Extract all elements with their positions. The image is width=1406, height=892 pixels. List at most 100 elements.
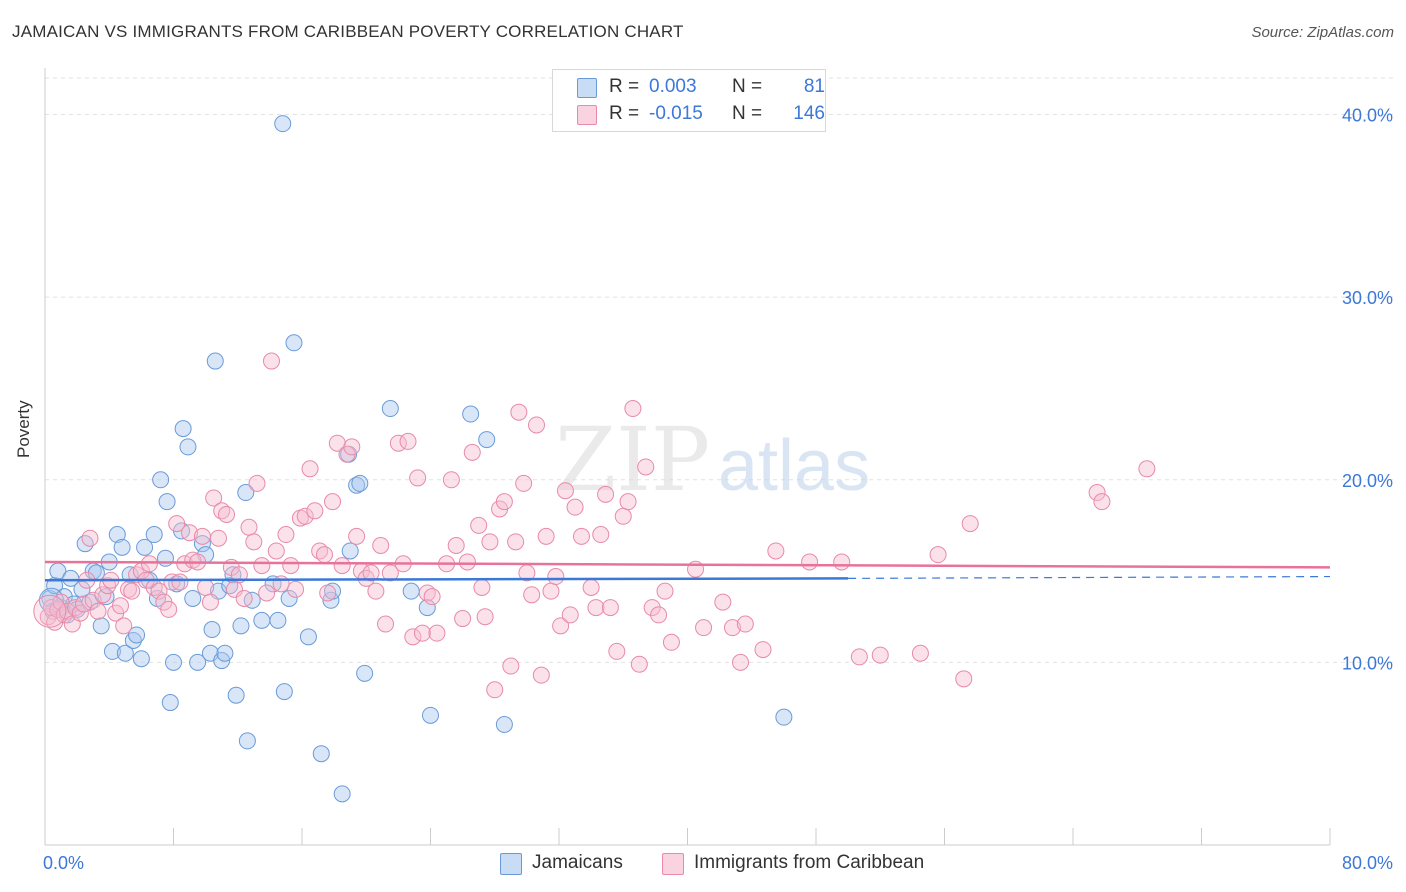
data-point-jamaican [116,644,134,662]
data-point-caribbean [656,582,674,600]
data-point-caribbean [556,482,574,500]
data-point-caribbean [955,670,973,688]
x-tick-label-max: 80.0% [1342,853,1393,873]
data-point-caribbean [470,516,488,534]
data-point-caribbean [150,582,168,600]
data-point-jamaican [193,535,211,553]
data-point-caribbean [614,507,632,525]
data-point-caribbean [423,588,441,606]
data-point-caribbean [961,515,979,533]
data-point-jamaican [495,715,513,733]
data-point-caribbean [630,655,648,673]
data-point-caribbean [732,653,750,671]
data-point-caribbean [592,526,610,544]
data-point-caribbean [601,599,619,617]
data-point-jamaican [189,653,207,671]
trend-line-jamaicans [44,577,849,582]
data-point-jamaican [351,474,369,492]
data-point-jamaican [216,644,234,662]
data-point-caribbean [377,615,395,633]
data-point-caribbean [447,537,465,555]
data-point-caribbean [495,493,513,511]
data-point-jamaican [238,732,256,750]
data-point-caribbean [582,579,600,597]
data-point-caribbean [413,624,431,642]
legend-r-value: -0.015 [649,103,703,124]
data-point-caribbean [542,582,560,600]
data-point-caribbean [71,604,89,622]
data-point-caribbean [277,526,295,544]
legend-swatch-blue [577,78,597,98]
data-point-jamaican [462,405,480,423]
trend-line-caribbean [44,560,1331,569]
data-point-caribbean [75,595,93,613]
data-cluster-caribbean [33,594,67,628]
data-point-caribbean [372,537,390,555]
data-point-caribbean [315,546,333,564]
bottom-legend-swatch-blue [500,853,522,875]
data-point-caribbean [736,615,754,633]
data-point-jamaican [232,617,250,635]
data-point-caribbean [515,474,533,492]
data-point-caribbean [650,606,668,624]
data-point-jamaican [775,708,793,726]
data-point-caribbean [140,555,158,573]
data-point-caribbean [662,633,680,651]
data-point-caribbean [404,628,422,646]
data-point-jamaican [227,686,245,704]
data-point-caribbean [428,624,446,642]
data-point-jamaican [113,538,131,556]
data-point-jamaican [136,538,154,556]
data-point-caribbean [282,557,300,575]
data-point-caribbean [171,573,189,591]
data-point-jamaican [174,420,192,438]
data-point-jamaican [269,611,287,629]
legend-n-value: 146 [793,103,825,124]
data-point-caribbean [532,666,550,684]
data-point-caribbean [115,617,133,635]
data-point-caribbean [637,458,655,476]
data-point-caribbean [547,568,565,586]
data-point-caribbean [84,591,102,609]
data-point-jamaican [422,706,439,724]
legend-r-label: R = [609,103,640,124]
data-point-caribbean [624,400,642,418]
data-point-caribbean [566,498,584,516]
correlation-legend: R = 0.003 N = 81 R = -0.015 N = 146 [552,69,826,132]
data-point-jamaican [124,631,142,649]
trend-lines [44,560,1331,582]
data-point-caribbean [328,434,346,452]
axes [44,68,1331,846]
data-point-jamaican [76,535,94,553]
data-point-jamaican [128,626,146,644]
data-point-jamaican [402,582,420,600]
data-point-caribbean [209,529,227,547]
data-point-caribbean [409,469,427,487]
data-point-caribbean [619,493,637,511]
data-point-caribbean [67,599,85,617]
data-point-caribbean [754,641,772,659]
data-point-caribbean [528,416,546,434]
data-point-caribbean [1093,493,1111,511]
data-point-caribbean [94,586,112,604]
data-point-jamaican [156,549,174,567]
data-point-caribbean [929,546,947,564]
data-point-jamaican [132,650,150,668]
data-point-caribbean [643,599,661,617]
data-point-caribbean [871,646,889,664]
data-point-caribbean [502,657,520,675]
data-point-caribbean [348,527,366,545]
data-point-caribbean [333,557,351,575]
data-point-jamaican [203,621,221,639]
data-point-caribbean [723,619,741,637]
data-point-jamaican [158,493,176,511]
data-point-jamaican [418,599,436,617]
data-point-caribbean [81,529,99,547]
data-point-caribbean [218,505,236,523]
data-cluster-jamaican [38,587,64,613]
data-point-jamaican [108,526,126,544]
data-point-caribbean [258,584,276,602]
legend-r-label: R = [609,76,640,97]
data-point-jamaican [184,589,202,607]
